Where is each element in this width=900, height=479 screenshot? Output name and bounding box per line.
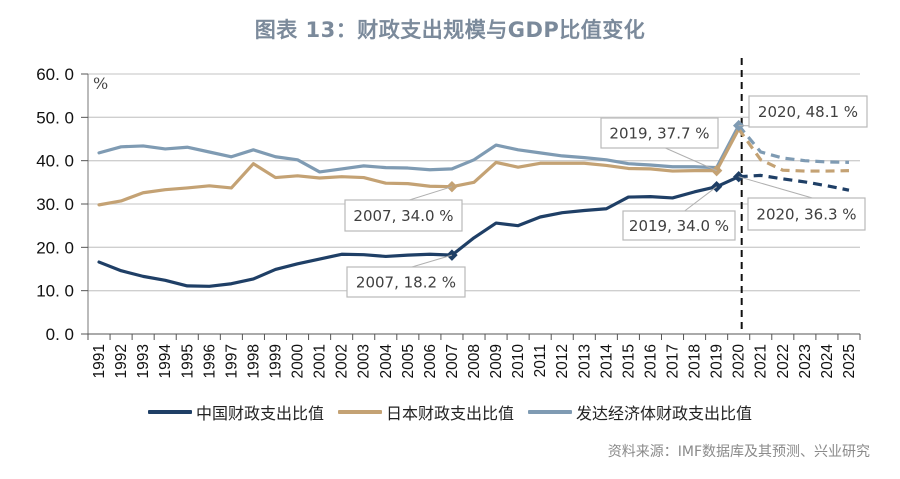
legend-item-japan: 日本财政支出比值 (337, 400, 514, 424)
x-tick-label: 2002 (334, 344, 351, 378)
legend-swatch-china (147, 410, 192, 414)
legend-label: 日本财政支出比值 (385, 404, 514, 423)
x-tick-label: 2016 (642, 344, 659, 378)
y-tick-label: 10. 0 (36, 282, 74, 301)
x-tick-label: 2004 (378, 344, 395, 379)
annotation-leader (411, 254, 453, 268)
x-tick-label: 2007 (444, 344, 461, 378)
x-tick-label: 2014 (598, 344, 615, 379)
x-tick-label: 2015 (620, 344, 637, 378)
y-tick-label: 30. 0 (36, 195, 74, 214)
annotation-labels: 2007, 34.0 % 2007, 18.2 % 2019, 37.7 % 2019… (344, 95, 868, 298)
series-forecast-line-0 (738, 173, 850, 192)
legend-item-china: 中国财政支出比值 (147, 400, 324, 424)
annotation-box (346, 266, 466, 298)
annotation-label: 2020, 48.1 % (758, 103, 858, 121)
legend-label: 中国财政支出比值 (195, 404, 324, 423)
x-tick-label: 1995 (179, 344, 196, 378)
x-tick-label: 1993 (135, 344, 152, 378)
y-tick-label: 60. 0 (36, 65, 74, 84)
x-tick-label: 2000 (290, 344, 307, 379)
annotation-label: 2007, 18.2 % (356, 274, 456, 292)
annotation-box (344, 199, 463, 232)
y-axis-ticks: 0. 0 10. 0 20. 0 30. 0 40. 0 50. 0 60. 0 (36, 65, 88, 344)
x-tick-label: 1997 (223, 344, 240, 378)
y-tick-label: 20. 0 (36, 238, 74, 257)
x-tick-label: 2023 (797, 344, 814, 378)
annotation-leader (684, 186, 717, 212)
annotation-box (747, 197, 866, 231)
annotation-label: 2007, 34.0 % (353, 207, 453, 225)
y-tick-label: 40. 0 (36, 152, 74, 171)
annotation-box (622, 210, 736, 241)
legend-swatch-developed (528, 410, 572, 414)
x-tick-label: 1991 (91, 344, 108, 378)
series-forecast-line-1 (737, 128, 850, 173)
x-tick-label: 2008 (466, 344, 483, 378)
x-tick-label: 2005 (400, 344, 417, 378)
x-tick-label: 2003 (356, 344, 373, 378)
line-chart: 0. 010. 020. 030. 040. 050. 060. 0 1991 1… (36, 58, 868, 379)
series-line-0 (97, 175, 741, 288)
x-tick-label: 2010 (510, 344, 527, 379)
x-tick-label: 2017 (665, 344, 682, 378)
legend-label: 发达经济体财政支出比值 (576, 404, 753, 423)
annotation-leader (738, 176, 813, 199)
legend-swatch-japan (337, 410, 382, 414)
x-tick-label: 2021 (753, 344, 770, 378)
x-tick-label: 2019 (709, 344, 726, 378)
annotation-leader (665, 147, 717, 172)
x-axis-ticks: 1991 1992 1993 1994 1995 1996 1997 1998 1999 2000… (87, 334, 861, 379)
x-tick-label: 2018 (687, 344, 704, 378)
annotation-label: 2020, 36.3 % (756, 206, 856, 224)
y-tick-label: 50. 0 (36, 108, 74, 127)
annotation-leader (409, 186, 453, 201)
x-tick-label: 1992 (113, 344, 130, 378)
source-note: 资料来源：IMF数据库及其预测、兴业研究 (607, 444, 870, 460)
y-unit-label: % (93, 74, 108, 93)
x-tick-label: 2013 (576, 344, 593, 378)
x-tick-label: 1994 (157, 344, 174, 379)
legend-item-developed: 发达经济体财政支出比值 (528, 400, 752, 424)
x-tick-label: 2020 (731, 344, 748, 379)
x-tick-label: 2012 (554, 344, 571, 378)
annotation-box (600, 117, 719, 149)
annotation-box (748, 95, 868, 128)
annotation-label: 2019, 34.0 % (629, 217, 729, 235)
x-tick-label: 2024 (819, 344, 836, 379)
series-line-2 (97, 123, 741, 174)
chart-title: 图表 13：财政支出规模与GDP比值变化 (254, 18, 646, 42)
annotation-label: 2019, 37.7 % (609, 125, 709, 143)
x-tick-label: 2011 (532, 344, 549, 377)
x-tick-label: 2009 (488, 344, 505, 378)
x-tick-label: 1996 (201, 344, 218, 378)
series-lines (97, 123, 850, 288)
x-tick-label: 1999 (267, 344, 284, 378)
series-line-1 (97, 127, 741, 207)
y-tick-label: 0. 0 (46, 325, 74, 344)
series-forecast-line-2 (737, 124, 850, 164)
x-tick-label: 2025 (841, 344, 858, 378)
x-tick-label: 2001 (312, 344, 329, 378)
x-tick-label: 1998 (245, 344, 262, 378)
x-tick-label: 2006 (422, 344, 439, 378)
x-tick-label: 2022 (775, 344, 792, 378)
legend: 中国财政支出比值 日本财政支出比值 发达经济体财政支出比值 (0, 400, 900, 424)
